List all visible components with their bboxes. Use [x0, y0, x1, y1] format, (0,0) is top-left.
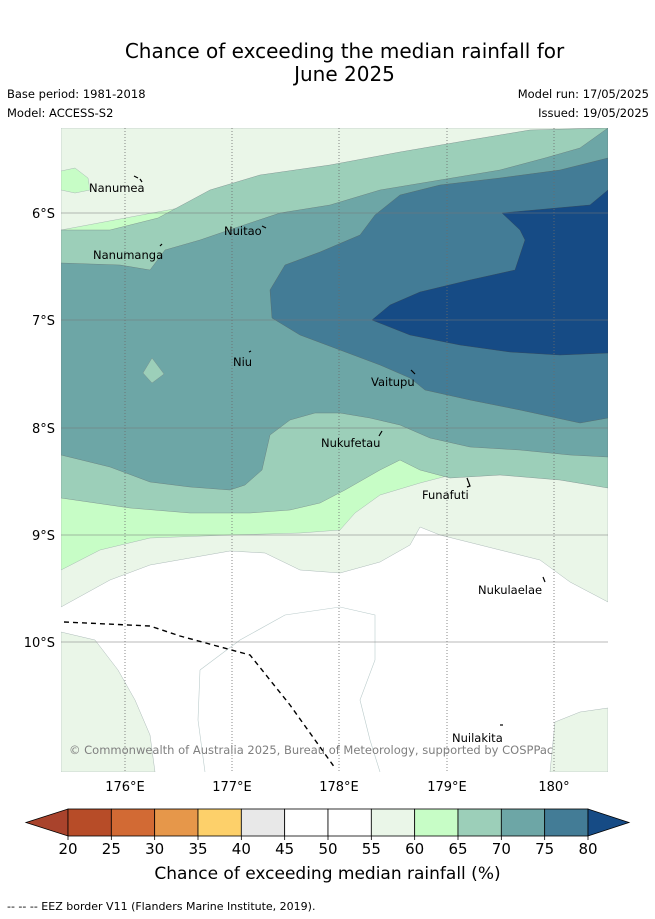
colorbar-tick-label-75: 75	[535, 840, 554, 858]
place-nukufetau: Nukufetau	[321, 436, 380, 450]
colorbar-tick-label-40: 40	[232, 840, 251, 858]
colorbar-tick-label-25: 25	[102, 840, 121, 858]
colorbar-tick-label-20: 20	[58, 840, 77, 858]
colorbar-tick-label-35: 35	[188, 840, 207, 858]
colorbar-bin-60-65	[414, 808, 459, 837]
lat-label-9s: 9°S	[32, 529, 55, 544]
colorbar-tick-label-80: 80	[578, 840, 597, 858]
contour-55-60-southeast	[549, 707, 608, 772]
colorbar-bin-70-75	[500, 808, 546, 837]
colorbar-tick-label-55: 55	[362, 840, 381, 858]
contour-layers	[61, 128, 608, 772]
place-niu: Niu	[233, 355, 252, 369]
place-funafuti: Funafuti	[422, 488, 469, 502]
colorbar-bin-75-80	[544, 808, 589, 837]
base-period: Base period: 1981-2018	[7, 87, 146, 101]
island-markers	[133, 175, 546, 726]
lat-label-6s: 6°S	[32, 207, 55, 222]
colorbar-bin-45-50	[284, 808, 329, 837]
model-name: Model: ACCESS-S2	[7, 106, 114, 120]
lon-label-177e: 177°E	[212, 780, 252, 795]
lat-label-10s: 10°S	[24, 636, 55, 651]
colorbar-ticks: 20 25 30 35 40 45 50 55 60 65 70 75 80	[58, 836, 598, 858]
place-nanumanga: Nanumanga	[93, 248, 163, 262]
issued-date: Issued: 19/05/2025	[538, 106, 649, 120]
colorbar-over-triangle	[587, 808, 631, 837]
lon-label-180: 180°	[538, 780, 569, 795]
contour-50-55-inner	[197, 606, 381, 772]
colorbar-bin-35-40	[197, 808, 242, 837]
colorbar-bin-40-45	[240, 808, 286, 837]
colorbar-tick-label-70: 70	[492, 840, 511, 858]
colorbar-bin-30-35	[154, 808, 199, 837]
model-run: Model run: 17/05/2025	[517, 87, 649, 101]
gridlines	[124, 128, 555, 772]
colorbar-bins	[24, 808, 631, 837]
contour-55-60-southwest	[61, 631, 156, 772]
colorbar-under-triangle	[24, 808, 69, 837]
colorbar-bin-55-60	[370, 808, 416, 837]
lon-label-176e: 176°E	[105, 780, 145, 795]
colorbar-tick-label-50: 50	[318, 840, 337, 858]
colorbar-bin-25-30	[110, 808, 156, 837]
eez-legend: -- -- -- EEZ border V11 (Flanders Marine…	[7, 900, 316, 913]
place-nanumea: Nanumea	[89, 181, 145, 195]
place-nuilakita: Nuilakita	[452, 731, 503, 745]
colorbar-tick-label-65: 65	[448, 840, 467, 858]
colorbar-tick-label-30: 30	[145, 840, 164, 858]
title-line-1: Chance of exceeding the median rainfall …	[124, 39, 565, 63]
latitude-lines	[61, 212, 608, 643]
lon-label-179e: 179°E	[427, 780, 467, 795]
chart-title: Chance of exceeding the median rainfall …	[0, 40, 655, 86]
place-vaitupu: Vaitupu	[371, 375, 415, 389]
lat-label-7s: 7°S	[32, 314, 55, 329]
colorbar-bin-50-55	[327, 808, 372, 837]
colorbar-tick-label-45: 45	[275, 840, 294, 858]
place-nuitao: Nuitao	[224, 224, 262, 238]
colorbar-bin-20-25	[67, 808, 112, 837]
rainfall-map: Nanumea Nuitao Nanumanga Niu Vaitupu Nuk…	[24, 128, 608, 795]
colorbar-label: Chance of exceeding median rainfall (%)	[154, 864, 501, 884]
lat-label-8s: 8°S	[32, 422, 55, 437]
lon-label-178e: 178°E	[319, 780, 359, 795]
title-line-2: June 2025	[294, 62, 395, 86]
contour-70-75-patch-cutout	[142, 357, 165, 384]
eez-border	[63, 621, 336, 769]
colorbar-bin-65-70	[457, 808, 502, 837]
contour-80-plus	[371, 189, 608, 356]
colorbar-tick-label-60: 60	[405, 840, 424, 858]
copyright-notice: © Commonwealth of Australia 2025, Bureau…	[69, 743, 554, 757]
place-nukulaelae: Nukulaelae	[478, 583, 542, 597]
